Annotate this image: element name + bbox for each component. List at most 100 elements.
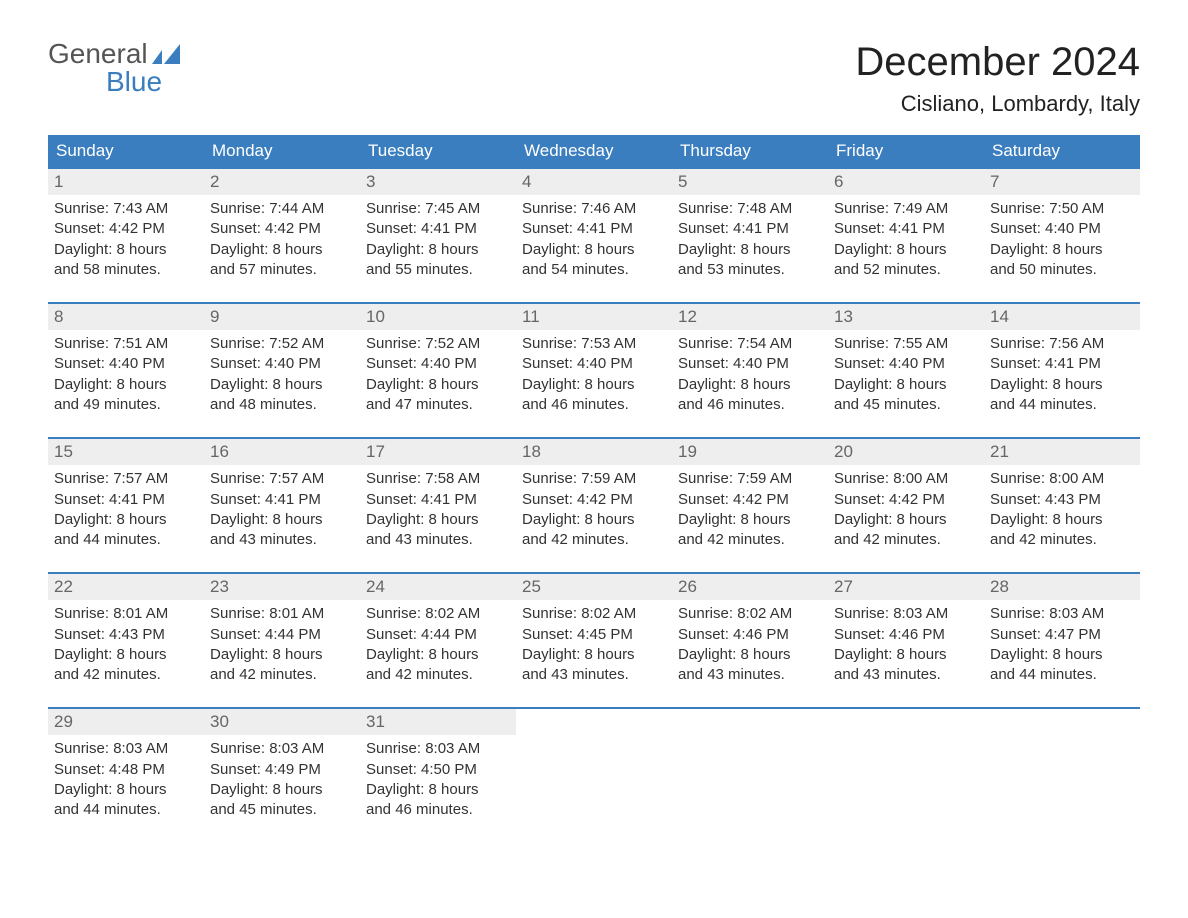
day-content: Sunrise: 8:03 AMSunset: 4:46 PMDaylight:… bbox=[828, 600, 984, 693]
day-sunset: Sunset: 4:42 PM bbox=[522, 490, 666, 510]
day-content: Sunrise: 8:03 AMSunset: 4:48 PMDaylight:… bbox=[48, 735, 204, 828]
day-sunset: Sunset: 4:43 PM bbox=[990, 490, 1134, 510]
day-day1: Daylight: 8 hours bbox=[834, 375, 978, 395]
day-cell: 3Sunrise: 7:45 AMSunset: 4:41 PMDaylight… bbox=[360, 169, 516, 288]
day-day2: and 45 minutes. bbox=[210, 800, 354, 820]
day-sunset: Sunset: 4:41 PM bbox=[990, 354, 1134, 374]
day-sunrise: Sunrise: 7:54 AM bbox=[678, 334, 822, 354]
day-content: Sunrise: 7:55 AMSunset: 4:40 PMDaylight:… bbox=[828, 330, 984, 423]
day-sunrise: Sunrise: 7:49 AM bbox=[834, 199, 978, 219]
day-content: Sunrise: 7:45 AMSunset: 4:41 PMDaylight:… bbox=[360, 195, 516, 288]
day-day2: and 43 minutes. bbox=[210, 530, 354, 550]
day-content: Sunrise: 8:03 AMSunset: 4:49 PMDaylight:… bbox=[204, 735, 360, 828]
day-cell: 26Sunrise: 8:02 AMSunset: 4:46 PMDayligh… bbox=[672, 574, 828, 693]
day-sunrise: Sunrise: 7:57 AM bbox=[210, 469, 354, 489]
day-day2: and 43 minutes. bbox=[366, 530, 510, 550]
day-cell: 21Sunrise: 8:00 AMSunset: 4:43 PMDayligh… bbox=[984, 439, 1140, 558]
day-cell: 6Sunrise: 7:49 AMSunset: 4:41 PMDaylight… bbox=[828, 169, 984, 288]
day-day2: and 44 minutes. bbox=[54, 800, 198, 820]
day-sunrise: Sunrise: 7:59 AM bbox=[522, 469, 666, 489]
day-sunrise: Sunrise: 7:53 AM bbox=[522, 334, 666, 354]
day-day1: Daylight: 8 hours bbox=[990, 375, 1134, 395]
day-day1: Daylight: 8 hours bbox=[990, 645, 1134, 665]
day-content: Sunrise: 7:57 AMSunset: 4:41 PMDaylight:… bbox=[204, 465, 360, 558]
day-day2: and 49 minutes. bbox=[54, 395, 198, 415]
day-cell: 24Sunrise: 8:02 AMSunset: 4:44 PMDayligh… bbox=[360, 574, 516, 693]
day-number bbox=[672, 709, 828, 735]
day-content: Sunrise: 7:53 AMSunset: 4:40 PMDaylight:… bbox=[516, 330, 672, 423]
day-number: 12 bbox=[672, 304, 828, 330]
day-sunrise: Sunrise: 8:02 AM bbox=[522, 604, 666, 624]
day-day2: and 42 minutes. bbox=[366, 665, 510, 685]
day-day2: and 43 minutes. bbox=[678, 665, 822, 685]
day-cell: 2Sunrise: 7:44 AMSunset: 4:42 PMDaylight… bbox=[204, 169, 360, 288]
day-cell: 23Sunrise: 8:01 AMSunset: 4:44 PMDayligh… bbox=[204, 574, 360, 693]
day-day2: and 42 minutes. bbox=[210, 665, 354, 685]
day-number bbox=[828, 709, 984, 735]
day-sunset: Sunset: 4:41 PM bbox=[834, 219, 978, 239]
day-cell: 20Sunrise: 8:00 AMSunset: 4:42 PMDayligh… bbox=[828, 439, 984, 558]
day-sunset: Sunset: 4:47 PM bbox=[990, 625, 1134, 645]
day-day2: and 58 minutes. bbox=[54, 260, 198, 280]
day-number bbox=[984, 709, 1140, 735]
day-sunrise: Sunrise: 7:59 AM bbox=[678, 469, 822, 489]
day-cell bbox=[828, 709, 984, 828]
day-number: 4 bbox=[516, 169, 672, 195]
day-day2: and 44 minutes. bbox=[54, 530, 198, 550]
day-cell: 19Sunrise: 7:59 AMSunset: 4:42 PMDayligh… bbox=[672, 439, 828, 558]
day-cell: 14Sunrise: 7:56 AMSunset: 4:41 PMDayligh… bbox=[984, 304, 1140, 423]
day-cell: 28Sunrise: 8:03 AMSunset: 4:47 PMDayligh… bbox=[984, 574, 1140, 693]
day-day1: Daylight: 8 hours bbox=[522, 510, 666, 530]
day-day1: Daylight: 8 hours bbox=[366, 645, 510, 665]
day-sunrise: Sunrise: 8:01 AM bbox=[210, 604, 354, 624]
day-sunrise: Sunrise: 7:55 AM bbox=[834, 334, 978, 354]
day-number: 2 bbox=[204, 169, 360, 195]
day-day2: and 47 minutes. bbox=[366, 395, 510, 415]
day-cell: 31Sunrise: 8:03 AMSunset: 4:50 PMDayligh… bbox=[360, 709, 516, 828]
day-day1: Daylight: 8 hours bbox=[678, 240, 822, 260]
day-cell: 17Sunrise: 7:58 AMSunset: 4:41 PMDayligh… bbox=[360, 439, 516, 558]
day-day1: Daylight: 8 hours bbox=[522, 375, 666, 395]
day-content: Sunrise: 7:56 AMSunset: 4:41 PMDaylight:… bbox=[984, 330, 1140, 423]
day-cell: 29Sunrise: 8:03 AMSunset: 4:48 PMDayligh… bbox=[48, 709, 204, 828]
day-sunset: Sunset: 4:44 PM bbox=[210, 625, 354, 645]
day-cell: 10Sunrise: 7:52 AMSunset: 4:40 PMDayligh… bbox=[360, 304, 516, 423]
day-sunset: Sunset: 4:40 PM bbox=[366, 354, 510, 374]
day-sunset: Sunset: 4:40 PM bbox=[990, 219, 1134, 239]
day-number: 6 bbox=[828, 169, 984, 195]
day-number: 31 bbox=[360, 709, 516, 735]
day-day1: Daylight: 8 hours bbox=[366, 780, 510, 800]
day-content: Sunrise: 8:02 AMSunset: 4:46 PMDaylight:… bbox=[672, 600, 828, 693]
day-day1: Daylight: 8 hours bbox=[678, 375, 822, 395]
day-sunset: Sunset: 4:42 PM bbox=[678, 490, 822, 510]
day-content: Sunrise: 7:49 AMSunset: 4:41 PMDaylight:… bbox=[828, 195, 984, 288]
day-day2: and 42 minutes. bbox=[54, 665, 198, 685]
weekday-header: Tuesday bbox=[360, 135, 516, 167]
day-day1: Daylight: 8 hours bbox=[834, 240, 978, 260]
day-day1: Daylight: 8 hours bbox=[990, 240, 1134, 260]
day-cell bbox=[516, 709, 672, 828]
day-number: 17 bbox=[360, 439, 516, 465]
day-number: 5 bbox=[672, 169, 828, 195]
day-cell: 16Sunrise: 7:57 AMSunset: 4:41 PMDayligh… bbox=[204, 439, 360, 558]
day-content: Sunrise: 7:51 AMSunset: 4:40 PMDaylight:… bbox=[48, 330, 204, 423]
day-content: Sunrise: 7:52 AMSunset: 4:40 PMDaylight:… bbox=[360, 330, 516, 423]
day-content: Sunrise: 7:50 AMSunset: 4:40 PMDaylight:… bbox=[984, 195, 1140, 288]
day-cell: 15Sunrise: 7:57 AMSunset: 4:41 PMDayligh… bbox=[48, 439, 204, 558]
day-content: Sunrise: 7:46 AMSunset: 4:41 PMDaylight:… bbox=[516, 195, 672, 288]
day-day1: Daylight: 8 hours bbox=[834, 645, 978, 665]
day-sunrise: Sunrise: 8:03 AM bbox=[54, 739, 198, 759]
day-number: 13 bbox=[828, 304, 984, 330]
day-day1: Daylight: 8 hours bbox=[210, 240, 354, 260]
logo: General Blue bbox=[48, 40, 180, 96]
week-row: 1Sunrise: 7:43 AMSunset: 4:42 PMDaylight… bbox=[48, 167, 1140, 288]
day-sunrise: Sunrise: 8:02 AM bbox=[366, 604, 510, 624]
day-day2: and 45 minutes. bbox=[834, 395, 978, 415]
calendar: Sunday Monday Tuesday Wednesday Thursday… bbox=[48, 135, 1140, 828]
day-day2: and 46 minutes. bbox=[366, 800, 510, 820]
day-number bbox=[516, 709, 672, 735]
day-content: Sunrise: 7:44 AMSunset: 4:42 PMDaylight:… bbox=[204, 195, 360, 288]
day-sunset: Sunset: 4:42 PM bbox=[54, 219, 198, 239]
day-day2: and 46 minutes. bbox=[678, 395, 822, 415]
day-day1: Daylight: 8 hours bbox=[210, 780, 354, 800]
